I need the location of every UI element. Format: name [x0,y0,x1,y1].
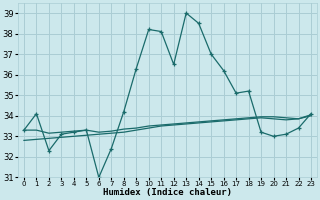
X-axis label: Humidex (Indice chaleur): Humidex (Indice chaleur) [103,188,232,197]
